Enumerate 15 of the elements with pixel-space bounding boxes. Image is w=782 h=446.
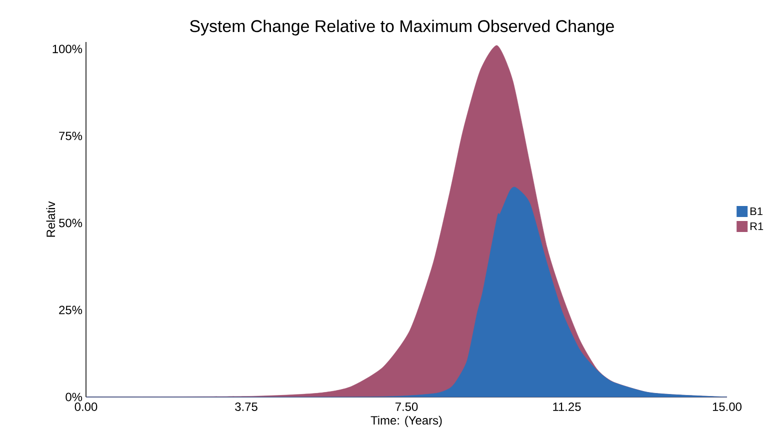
y-tick-label: 100% — [52, 44, 82, 54]
x-tick-label: 7.50 — [395, 402, 418, 411]
x-tick-label: 0.00 — [74, 402, 98, 411]
x-axis-title: Time: (Years) — [370, 416, 442, 427]
y-tick-label: 50% — [59, 218, 82, 228]
x-tick-label: 3.75 — [235, 402, 258, 411]
legend-label: R1 — [750, 222, 764, 230]
x-tick-label: 11.25 — [553, 402, 581, 411]
y-tick-label: 75% — [59, 132, 82, 140]
x-tick-label: 15.00 — [712, 402, 742, 411]
y-tick-label: 25% — [59, 306, 82, 314]
legend-label: B1 — [750, 207, 762, 216]
y-axis-title: Relativ — [46, 201, 56, 237]
chart-title: System Change Relative to Maximum Observed Change — [190, 20, 614, 36]
y-tick-label: 0% — [66, 392, 82, 402]
